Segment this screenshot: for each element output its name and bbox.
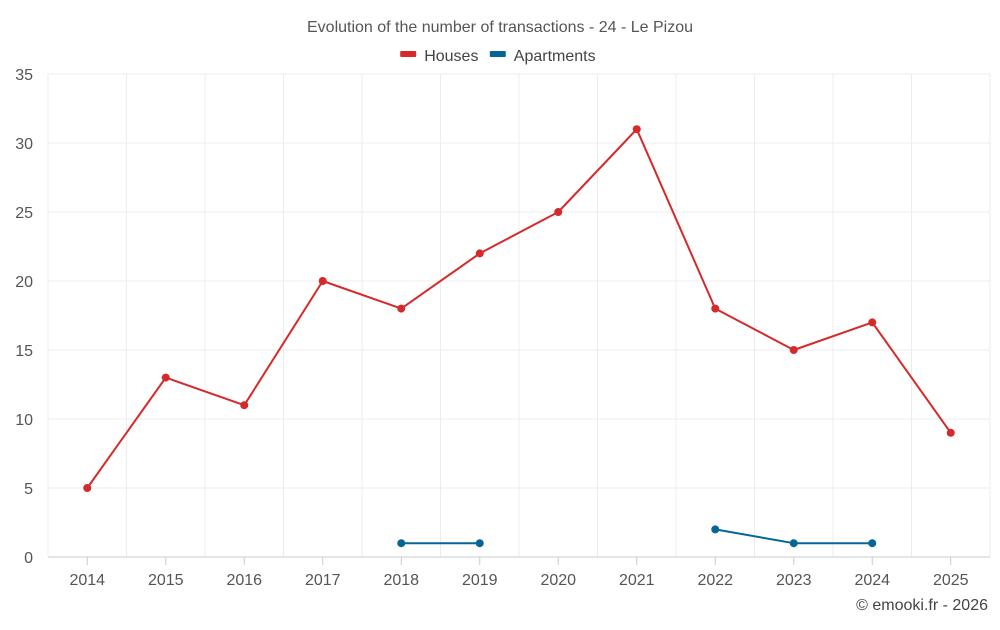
data-point[interactable] xyxy=(789,539,798,548)
y-tick-label: 20 xyxy=(15,274,33,291)
data-point[interactable] xyxy=(475,539,484,548)
series-line-segment xyxy=(321,280,403,310)
series-houses xyxy=(83,125,955,492)
x-tick-label: 2017 xyxy=(305,572,341,589)
series-line-segment xyxy=(635,128,717,310)
legend-label: Houses xyxy=(424,48,478,65)
data-point[interactable] xyxy=(632,125,641,134)
y-tick-label: 25 xyxy=(15,205,33,222)
legend-swatch xyxy=(489,51,506,57)
y-tick-label: 35 xyxy=(15,67,33,84)
y-tick-label: 30 xyxy=(15,136,33,153)
x-tick-label: 2015 xyxy=(148,572,184,589)
data-point[interactable] xyxy=(318,277,327,285)
chart-title: Evolution of the number of transactions … xyxy=(307,19,693,36)
series-apartments xyxy=(397,525,877,548)
legend-label: Apartments xyxy=(514,48,596,65)
x-tick-label: 2016 xyxy=(226,572,262,589)
x-tick-label: 2023 xyxy=(776,572,812,589)
x-tick-label: 2018 xyxy=(383,572,419,589)
legend-item-houses[interactable]: Houses xyxy=(400,48,478,65)
data-point[interactable] xyxy=(946,428,955,437)
data-point[interactable] xyxy=(83,484,92,492)
series-line-segment xyxy=(478,211,560,255)
credit-text: © emooki.fr - 2026 xyxy=(856,597,988,614)
legend: Houses Apartments xyxy=(400,48,596,65)
series-line-segment xyxy=(792,321,874,351)
x-tick-label: 2019 xyxy=(462,572,498,589)
series-line-segment xyxy=(557,128,638,213)
x-tick-label: 2022 xyxy=(697,572,733,589)
data-point[interactable] xyxy=(789,346,798,354)
series-group xyxy=(83,125,955,548)
grid xyxy=(47,73,991,557)
data-point[interactable] xyxy=(161,373,170,382)
y-tick-label: 15 xyxy=(15,343,33,360)
x-axis: 2014 2015 2016 2017 2018 2019 2020 2021 2022 2023… xyxy=(48,556,990,589)
y-tick-label: 0 xyxy=(24,550,33,567)
x-tick-label: 2025 xyxy=(933,572,969,589)
legend-item-apartments[interactable]: Apartments xyxy=(489,48,596,65)
data-point[interactable] xyxy=(397,304,406,313)
data-point[interactable] xyxy=(240,401,249,410)
data-point[interactable] xyxy=(711,525,720,534)
series-line-segment xyxy=(714,528,795,545)
data-point[interactable] xyxy=(868,318,877,327)
series-line-segment xyxy=(714,307,795,351)
x-tick-label: 2024 xyxy=(854,572,890,589)
y-tick-label: 10 xyxy=(15,412,33,429)
series-line-segment xyxy=(400,252,481,310)
data-point[interactable] xyxy=(711,304,720,313)
series-line-segment xyxy=(871,321,952,434)
y-tick-label: 5 xyxy=(24,481,33,498)
series-line-segment xyxy=(243,280,324,407)
legend-swatch xyxy=(400,51,417,57)
y-axis: 0 5 10 15 20 25 30 35 xyxy=(15,67,33,567)
data-point[interactable] xyxy=(554,208,563,216)
data-point[interactable] xyxy=(397,539,406,548)
series-line-segment xyxy=(86,376,167,489)
data-point[interactable] xyxy=(868,539,877,548)
x-tick-label: 2021 xyxy=(619,572,655,589)
data-point[interactable] xyxy=(475,249,484,258)
series-line-segment xyxy=(164,376,246,407)
x-tick-label: 2020 xyxy=(540,572,576,589)
x-tick-label: 2014 xyxy=(69,572,105,589)
